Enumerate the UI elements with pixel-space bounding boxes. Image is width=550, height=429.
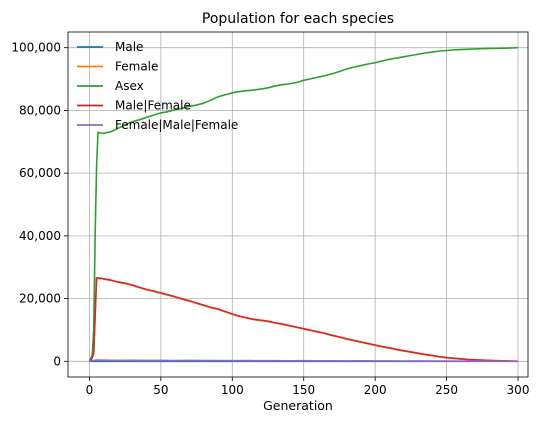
y-tick-label: 20,000 [19, 292, 61, 306]
series-lines [88, 46, 519, 363]
y-tick-label: 0 [53, 354, 61, 368]
y-axis: 0 20,000 40,000 60,000 80,000 100,000 [11, 41, 68, 368]
legend-label: Female [115, 60, 158, 74]
legend-label: Female|Male|Female [115, 118, 238, 132]
legend-item: Male|Female [77, 99, 191, 113]
plot-frame [67, 31, 529, 378]
series-line-asex [88, 46, 519, 362]
x-tick-label: 200 [364, 383, 387, 397]
x-axis-title: Generation [263, 398, 333, 413]
x-tick-label: 150 [292, 383, 315, 397]
x-tick-label: 0 [86, 383, 94, 397]
x-tick-label: 300 [507, 383, 530, 397]
legend-item: Female [77, 60, 158, 74]
series-line-female-male-female [89, 359, 519, 363]
y-tick-label: 80,000 [19, 103, 61, 117]
y-tick-label: 40,000 [19, 229, 61, 243]
legend-item: Asex [77, 79, 144, 93]
legend-label: Male [115, 40, 143, 54]
legend-item: Female|Male|Female [77, 118, 238, 132]
x-tick-label: 100 [221, 383, 244, 397]
legend: Male Female Asex Male|Female Female|Male|Fem… [77, 40, 238, 132]
plot-area [68, 32, 528, 377]
legend-label: Asex [115, 79, 144, 93]
x-tick-label: 50 [153, 383, 168, 397]
x-tick-label: 250 [435, 383, 458, 397]
chart-title: Population for each species [202, 11, 394, 27]
y-tick-label: 60,000 [19, 166, 61, 180]
x-axis: 0 50 100 150 200 250 300 [86, 377, 530, 397]
y-tick-label: 100,000 [11, 41, 61, 55]
legend-item: Male [77, 40, 143, 54]
series-line-male-female [89, 277, 519, 363]
legend-label: Male|Female [115, 99, 191, 113]
